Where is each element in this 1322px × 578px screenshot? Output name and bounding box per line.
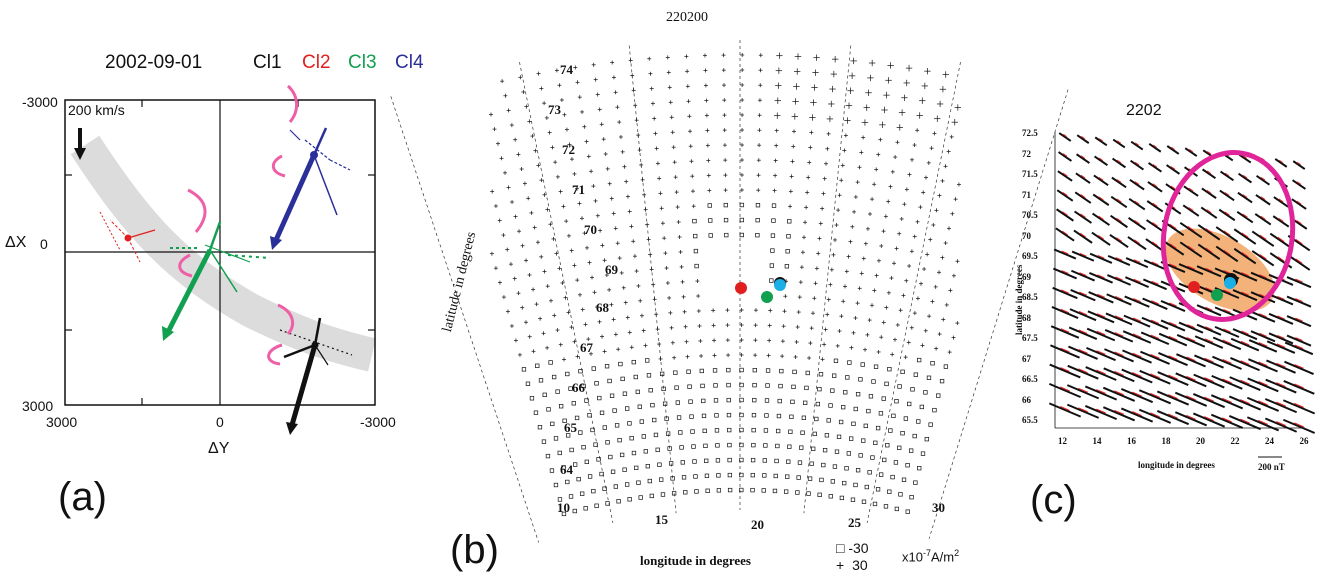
lat-axis-label-c: latitude in degrees: [1014, 264, 1024, 335]
lat-label-c: 67: [1022, 353, 1031, 364]
y-tick-bottom: 3000: [22, 398, 54, 414]
lat-label-c: 71: [1022, 189, 1031, 200]
lat-label: 68: [596, 300, 609, 315]
x-tick-zero: 0: [216, 414, 224, 430]
lat-label-c: 67.5: [1022, 333, 1038, 343]
lat-label: 64: [560, 462, 573, 477]
legend-cl1: Cl1: [253, 52, 282, 73]
cl3-footprint-c: [1211, 289, 1223, 301]
lat-label-c: 70: [1022, 230, 1031, 241]
lon-label: 25: [848, 515, 861, 530]
scale-arrow-head: [74, 148, 86, 160]
lat-label-c: 65.5: [1022, 415, 1038, 425]
velocity-vector-plot: [64, 84, 376, 435]
equivalent-current-vectors: [1048, 132, 1316, 434]
legend-square-icon: □: [836, 540, 845, 556]
lon-label: 20: [751, 517, 764, 532]
cl2-footprint-c: [1188, 281, 1200, 293]
cl4-position-marker: [310, 151, 318, 159]
date-label: 2002-09-01: [105, 52, 203, 73]
legend-square-value: -30: [848, 540, 869, 556]
lat-label: 69: [605, 262, 618, 277]
cl4-footprint: [774, 279, 786, 291]
lon-label-c: 18: [1161, 436, 1171, 446]
lat-label: 65: [564, 420, 577, 435]
lon-label-c: 26: [1299, 436, 1309, 446]
lat-label: 71: [572, 182, 585, 197]
panel-a: 2002-09-01 Cl1 Cl2 Cl3 Cl4 200 km/s -300…: [0, 0, 440, 578]
current-density-symbols: [488, 52, 962, 517]
lat-label-c: 66: [1022, 394, 1031, 405]
legend-cl2: Cl2: [302, 52, 331, 73]
lat-label: 70: [584, 222, 597, 237]
cl1-position-marker: [311, 341, 319, 349]
lon-axis-label: longitude in degrees: [640, 553, 751, 568]
lat-label: 73: [548, 102, 561, 117]
legend-plus-icon: +: [836, 557, 845, 573]
cl1-vectors: [279, 317, 353, 435]
legend-unit-tail: A/m: [930, 549, 955, 565]
lat-label-c: 72: [1022, 148, 1031, 159]
legend-cl3: Cl3: [348, 52, 377, 73]
lon-label: 30: [932, 500, 945, 515]
legend-unit: x10-7A/m2: [902, 548, 959, 564]
lat-label-c: 71.5: [1022, 169, 1038, 179]
panel-b: 220200 latitude in degrees 74 73 72 71 70 69 6…: [390, 0, 1069, 578]
scale-label: 200 km/s: [68, 102, 125, 118]
lon-axis-label-c: longitude in degrees: [1138, 460, 1215, 470]
panel-letter-a: (a): [58, 475, 107, 519]
lat-label: 72: [562, 142, 575, 157]
lon-label-c: 22: [1230, 436, 1240, 446]
lon-label: 15: [655, 512, 668, 527]
legend-plus-value: 30: [852, 557, 868, 573]
panel-letter-c: (c): [1030, 478, 1077, 522]
legend-unit-exp: -7: [922, 548, 931, 558]
cl4-vectors: [270, 127, 351, 250]
lon-label: 10: [557, 500, 570, 515]
x-tick-left: 3000: [46, 414, 78, 430]
trajectory-band: [70, 135, 376, 372]
lat-label-c: 66.5: [1022, 374, 1038, 384]
lon-label-c: 14: [1092, 436, 1102, 446]
lat-label-c: 68.5: [1022, 292, 1038, 302]
legend-unit-base: x10: [902, 549, 923, 565]
lat-label-c: 70.5: [1022, 210, 1038, 220]
map-grid: [390, 40, 1069, 543]
panel-letter-b: (b): [450, 528, 499, 572]
cl4-footprint-c: [1224, 277, 1236, 289]
map-title-c: 2202: [1126, 102, 1162, 119]
cl2-footprint: [735, 282, 747, 294]
x-tick-right: -3000: [360, 414, 396, 430]
lat-label-c: 69: [1022, 271, 1031, 282]
lon-label-c: 24: [1265, 436, 1274, 446]
panel-c: 2202 72.5 72 71.5 71 70.5 70 69.5 69 68.5 68 67.5 6…: [1000, 0, 1322, 578]
scale-label-c: 200 nT: [1258, 462, 1285, 472]
lat-label-c: 68: [1022, 312, 1031, 323]
map-title: 220200: [666, 10, 708, 25]
cl2-position-marker: [124, 234, 132, 242]
legend-square-row: □ -30: [836, 540, 869, 556]
legend-plus-row: + 30: [836, 557, 868, 573]
lon-label-c: 16: [1127, 436, 1136, 446]
lon-label-c: 20: [1196, 436, 1205, 446]
y-tick-top: -3000: [22, 94, 58, 110]
cl2-vectors: [99, 211, 156, 263]
magnetic-perturbation-map: [1048, 132, 1316, 458]
cl3-footprint: [761, 291, 773, 303]
current-density-map: [390, 40, 1069, 543]
curved-flow-arrows: [178, 84, 298, 366]
y-axis-label: ΔX: [5, 234, 27, 251]
lat-label: 66: [572, 380, 585, 395]
legend-unit-sq: 2: [954, 548, 960, 558]
legend-cl4: Cl4: [395, 52, 424, 73]
lat-label-c: 72.5: [1022, 128, 1038, 138]
highlight-ellipse: [1160, 150, 1296, 322]
lat-label: 74: [560, 62, 573, 77]
lat-label: 67: [580, 340, 593, 355]
cl3-vectors: [162, 221, 271, 341]
lat-label-c: 69.5: [1022, 251, 1038, 261]
lon-label-c: 12: [1058, 436, 1067, 446]
x-axis-label: ΔY: [208, 440, 230, 457]
y-tick-zero: 0: [40, 236, 48, 252]
